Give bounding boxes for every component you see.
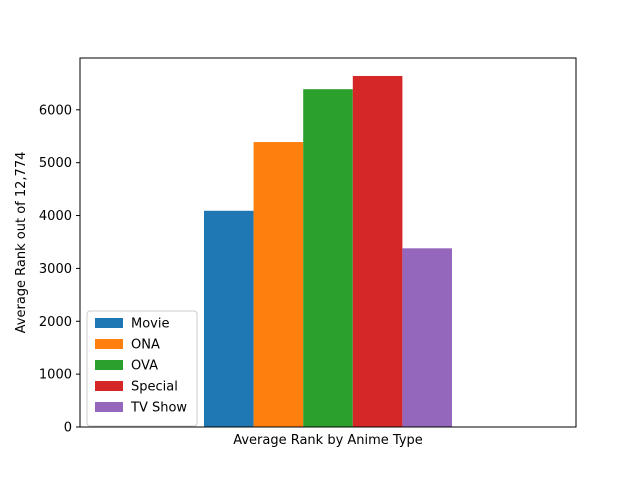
legend-label-ova: OVA [131,359,158,374]
y-axis: 0 1000 2000 3000 4000 5000 6000 [39,103,80,436]
legend: Movie ONA OVA Special TV Show [86,310,198,427]
legend-swatch-movie [95,318,123,328]
y-tick-label: 1000 [39,368,72,383]
y-tick-label: 2000 [39,315,72,330]
y-tick-label: 0 [64,421,72,436]
y-tick-label: 6000 [39,103,72,118]
bar-tv-show [402,248,452,427]
bars-group [204,75,452,427]
y-tick-label: 4000 [39,209,72,224]
legend-label-tv-show: TV Show [130,401,187,416]
legend-label-ona: ONA [131,338,160,353]
bar-ona [253,142,304,427]
legend-swatch-special [95,381,123,391]
y-axis-label: Average Rank out of 12,774 [14,152,29,334]
legend-swatch-ona [95,339,123,349]
legend-swatch-tv-show [95,402,123,412]
y-tick-label: 5000 [39,156,72,171]
legend-label-special: Special [131,380,178,395]
bar-special [352,75,403,427]
x-axis-label: Average Rank by Anime Type [233,433,423,448]
bar-movie [204,210,254,427]
plot-frame [79,57,577,428]
y-tick-label: 3000 [39,262,72,277]
legend-swatch-ova [95,360,123,370]
bar-ova [303,89,353,427]
legend-label-movie: Movie [131,317,169,332]
